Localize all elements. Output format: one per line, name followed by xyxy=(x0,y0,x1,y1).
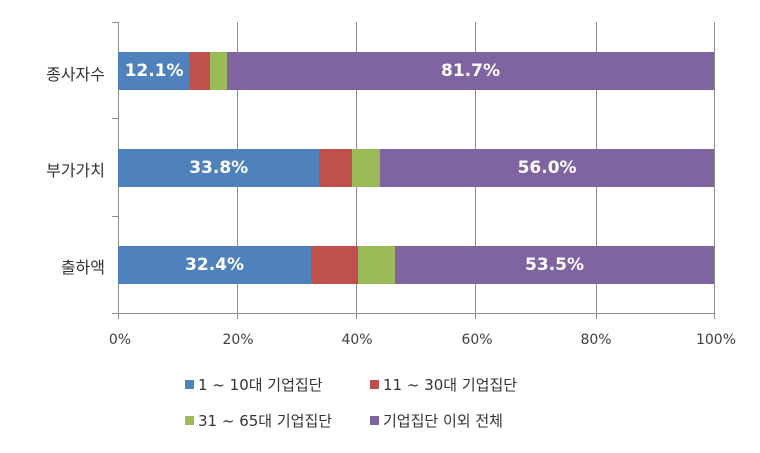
y-tick xyxy=(112,118,118,119)
bar-segment: 33.8% xyxy=(118,149,320,187)
bar-segment: 32.4% xyxy=(118,246,312,284)
y-tick xyxy=(112,216,118,217)
legend-item: 1 ~ 10대 기업집단 xyxy=(185,374,350,395)
data-label: 33.8% xyxy=(189,158,249,178)
data-label: 12.1% xyxy=(124,61,184,81)
x-tick xyxy=(714,313,715,319)
y-tick xyxy=(112,22,118,23)
bar-segment xyxy=(319,149,353,187)
legend-label: 기업집단 이외 전체 xyxy=(383,411,503,430)
x-tick-label: 80% xyxy=(580,332,612,348)
data-label: 81.7% xyxy=(441,61,500,81)
bar-segment xyxy=(190,52,211,90)
legend-label: 31 ~ 65대 기업집단 xyxy=(198,411,333,430)
legend-item: 기업집단 이외 전체 xyxy=(370,410,503,431)
x-axis xyxy=(112,313,715,314)
legend-swatch-icon xyxy=(185,415,194,425)
category-label: 출하액 xyxy=(60,258,105,277)
y-tick xyxy=(112,313,118,314)
bar-segment xyxy=(358,246,396,284)
legend-label: 11 ~ 30대 기업집단 xyxy=(383,375,518,394)
legend-swatch-icon xyxy=(370,379,379,389)
legend-item: 31 ~ 65대 기업집단 xyxy=(185,410,350,431)
category-label: 종사자수 xyxy=(46,65,105,84)
category-label: 부가가치 xyxy=(46,161,105,180)
bar-segment xyxy=(210,52,228,90)
data-label: 32.4% xyxy=(185,255,245,275)
data-label: 53.5% xyxy=(525,255,585,275)
legend: 1 ~ 10대 기업집단 11 ~ 30대 기업집단 31 ~ 65대 기업집단… xyxy=(185,373,537,445)
x-tick-label: 40% xyxy=(341,332,373,348)
bar-row: 32.4% 53.5% xyxy=(118,246,714,284)
bar-row: 33.8% 56.0% xyxy=(118,149,714,187)
legend-item: 11 ~ 30대 기업집단 xyxy=(370,374,517,395)
bar-segment xyxy=(311,246,359,284)
gridline-100 xyxy=(714,22,715,313)
x-tick-label: 100% xyxy=(695,332,737,348)
x-tick-label: 60% xyxy=(461,332,493,348)
data-label: 56.0% xyxy=(517,158,577,178)
bar-segment: 56.0% xyxy=(380,149,714,187)
legend-label: 1 ~ 10대 기업집단 xyxy=(198,375,323,394)
x-tick xyxy=(237,313,238,319)
bar-segment: 12.1% xyxy=(118,52,191,90)
x-tick-label: 20% xyxy=(222,332,254,348)
x-tick xyxy=(596,313,597,319)
x-tick xyxy=(475,313,476,319)
legend-swatch-icon xyxy=(185,379,194,389)
legend-swatch-icon xyxy=(370,415,379,425)
bar-segment xyxy=(352,149,381,187)
bar-row: 12.1% 81.7% xyxy=(118,52,714,90)
x-tick-label: 0% xyxy=(108,332,132,348)
bar-segment: 81.7% xyxy=(227,52,714,90)
x-tick xyxy=(118,313,119,319)
bar-segment: 53.5% xyxy=(395,246,714,284)
x-tick xyxy=(356,313,357,319)
